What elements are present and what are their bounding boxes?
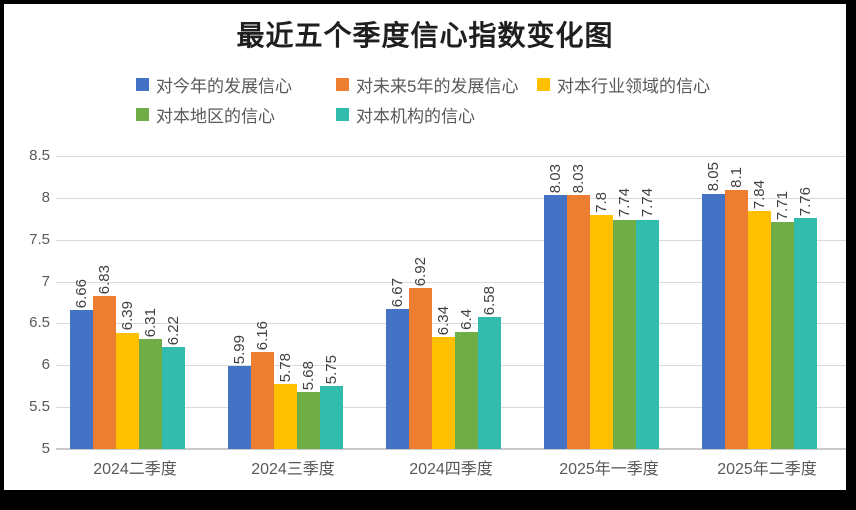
y-axis-tick-label: 6.5 bbox=[29, 314, 50, 332]
y-gridline bbox=[56, 197, 846, 199]
bar-对本地区的信心: 7.71 bbox=[771, 191, 794, 449]
bar-对未来5年的发展信心: 8.1 bbox=[725, 167, 748, 449]
bar-value-label: 5.75 bbox=[322, 355, 340, 385]
bar-value-label: 7.8 bbox=[592, 191, 610, 213]
legend-series-label: 对本地区的信心 bbox=[156, 106, 275, 126]
bar-value-label: 6.83 bbox=[95, 264, 113, 294]
y-gridline bbox=[56, 448, 846, 450]
bar-value-label: 6.66 bbox=[72, 278, 90, 309]
x-axis-category-label: 2025年一季度 bbox=[559, 461, 659, 478]
bar-对未来5年的发展信心: 6.16 bbox=[251, 321, 274, 449]
y-axis-tick-label: 8.5 bbox=[29, 147, 50, 164]
x-axis-category-label: 2024三季度 bbox=[251, 461, 335, 478]
legend-series-label: 对未来5年的发展信心 bbox=[356, 76, 519, 96]
x-axis-category-label: 2024二季度 bbox=[93, 461, 177, 478]
bar-对本行业领域的信心: 6.34 bbox=[432, 306, 455, 449]
bar-value-label: 7.76 bbox=[796, 186, 814, 216]
bar-value-label: 7.74 bbox=[615, 188, 633, 218]
bar-对未来5年的发展信心: 8.03 bbox=[567, 164, 590, 449]
bar-value-label: 6.67 bbox=[388, 278, 406, 308]
legend-series-label: 对本行业领域的信心 bbox=[557, 76, 710, 96]
bar-value-label: 5.99 bbox=[230, 334, 248, 365]
bar-value-label: 6.58 bbox=[480, 285, 498, 315]
legend-item: 对本行业领域的信心 bbox=[537, 74, 710, 96]
y-gridline bbox=[56, 323, 846, 325]
legend-color-swatch bbox=[336, 77, 349, 91]
bar-value-label: 8.03 bbox=[569, 164, 587, 194]
bar-对今年的发展信心: 8.03 bbox=[544, 164, 567, 449]
bar-对今年的发展信心: 8.05 bbox=[702, 162, 725, 449]
legend-series-label: 对今年的发展信心 bbox=[156, 76, 292, 96]
bar-value-label: 6.92 bbox=[411, 257, 429, 287]
bar-对本机构的信心: 7.74 bbox=[636, 188, 659, 449]
bar-对本机构的信心: 6.58 bbox=[478, 286, 501, 449]
legend-color-swatch bbox=[136, 77, 149, 91]
y-gridline bbox=[56, 156, 846, 157]
legend-series-label: 对本机构的信心 bbox=[356, 106, 475, 126]
chart-legend: 对今年的发展信心 对未来5年的发展信心 对本行业领域的信心对本地区的信心 对本机构的信… bbox=[4, 4, 846, 134]
bar-value-label: 7.74 bbox=[638, 188, 656, 218]
bar-对本行业领域的信心: 7.84 bbox=[748, 180, 771, 449]
bar-value-label: 6.34 bbox=[434, 305, 452, 335]
bar-value-label: 7.71 bbox=[773, 190, 791, 221]
chart-title: 最近五个季度信心指数变化图 bbox=[236, 21, 614, 52]
bar-value-label: 6.31 bbox=[141, 308, 159, 338]
y-axis-tick-label: 5 bbox=[41, 440, 50, 457]
x-axis-category-label: 2024四季度 bbox=[409, 461, 493, 478]
y-axis-tick-label: 5.5 bbox=[29, 398, 50, 416]
bar-对本机构的信心: 7.76 bbox=[794, 187, 817, 449]
bar-对本机构的信心: 5.75 bbox=[320, 355, 343, 449]
y-axis-tick-label: 6 bbox=[41, 356, 50, 374]
plot-area: 8.5 8 7.5 7 6.5 6 5.5 5 6.66 6.83 6.39 6.31 6.22 2024… bbox=[29, 147, 846, 478]
x-axis-category-label: 2025年二季度 bbox=[717, 461, 817, 478]
legend-color-swatch bbox=[537, 77, 550, 91]
bar-对未来5年的发展信心: 6.92 bbox=[409, 257, 432, 449]
y-gridline bbox=[56, 239, 846, 241]
bar-value-label: 8.03 bbox=[546, 164, 564, 194]
bar-对未来5年的发展信心: 6.83 bbox=[93, 265, 116, 449]
bar-对今年的发展信心: 6.66 bbox=[70, 279, 93, 449]
y-axis-tick-label: 7 bbox=[41, 272, 50, 290]
y-axis-tick-label: 7.5 bbox=[29, 230, 50, 248]
bar-value-label: 6.16 bbox=[253, 320, 271, 350]
y-gridline bbox=[56, 281, 846, 283]
legend-item: 对本机构的信心 bbox=[336, 104, 475, 126]
legend-item: 对未来5年的发展信心 bbox=[336, 74, 519, 96]
bar-value-label: 5.68 bbox=[299, 360, 317, 391]
legend-color-swatch bbox=[136, 107, 149, 121]
bar-对本机构的信心: 6.22 bbox=[162, 316, 185, 449]
bar-value-label: 6.39 bbox=[118, 301, 136, 331]
bar-对本行业领域的信心: 5.78 bbox=[274, 353, 297, 449]
bar-对本地区的信心: 7.74 bbox=[613, 188, 636, 449]
bar-对本地区的信心: 6.31 bbox=[139, 308, 162, 449]
y-axis-tick-label: 8 bbox=[41, 188, 50, 206]
bar-value-label: 6.22 bbox=[164, 315, 182, 345]
bar-value-label: 6.4 bbox=[457, 308, 475, 330]
legend-color-swatch bbox=[336, 107, 349, 121]
bar-对本行业领域的信心: 7.8 bbox=[590, 192, 613, 449]
bar-对今年的发展信心: 5.99 bbox=[228, 335, 251, 449]
chart-canvas: 最近五个季度信心指数变化图 对今年的发展信心 对未来5年的发展信心 对本行业领域的信… bbox=[4, 4, 846, 490]
bar-value-label: 8.1 bbox=[727, 166, 745, 188]
bar-对本地区的信心: 5.68 bbox=[297, 361, 320, 449]
bar-value-label: 5.78 bbox=[276, 352, 294, 382]
legend-item: 对今年的发展信心 bbox=[136, 74, 292, 96]
bar-value-label: 8.05 bbox=[704, 162, 722, 192]
bar-对本行业领域的信心: 6.39 bbox=[116, 301, 139, 449]
bar-对本地区的信心: 6.4 bbox=[455, 309, 478, 449]
bar-value-label: 7.84 bbox=[750, 180, 768, 210]
bar-对今年的发展信心: 6.67 bbox=[386, 278, 409, 449]
legend-item: 对本地区的信心 bbox=[136, 104, 275, 126]
